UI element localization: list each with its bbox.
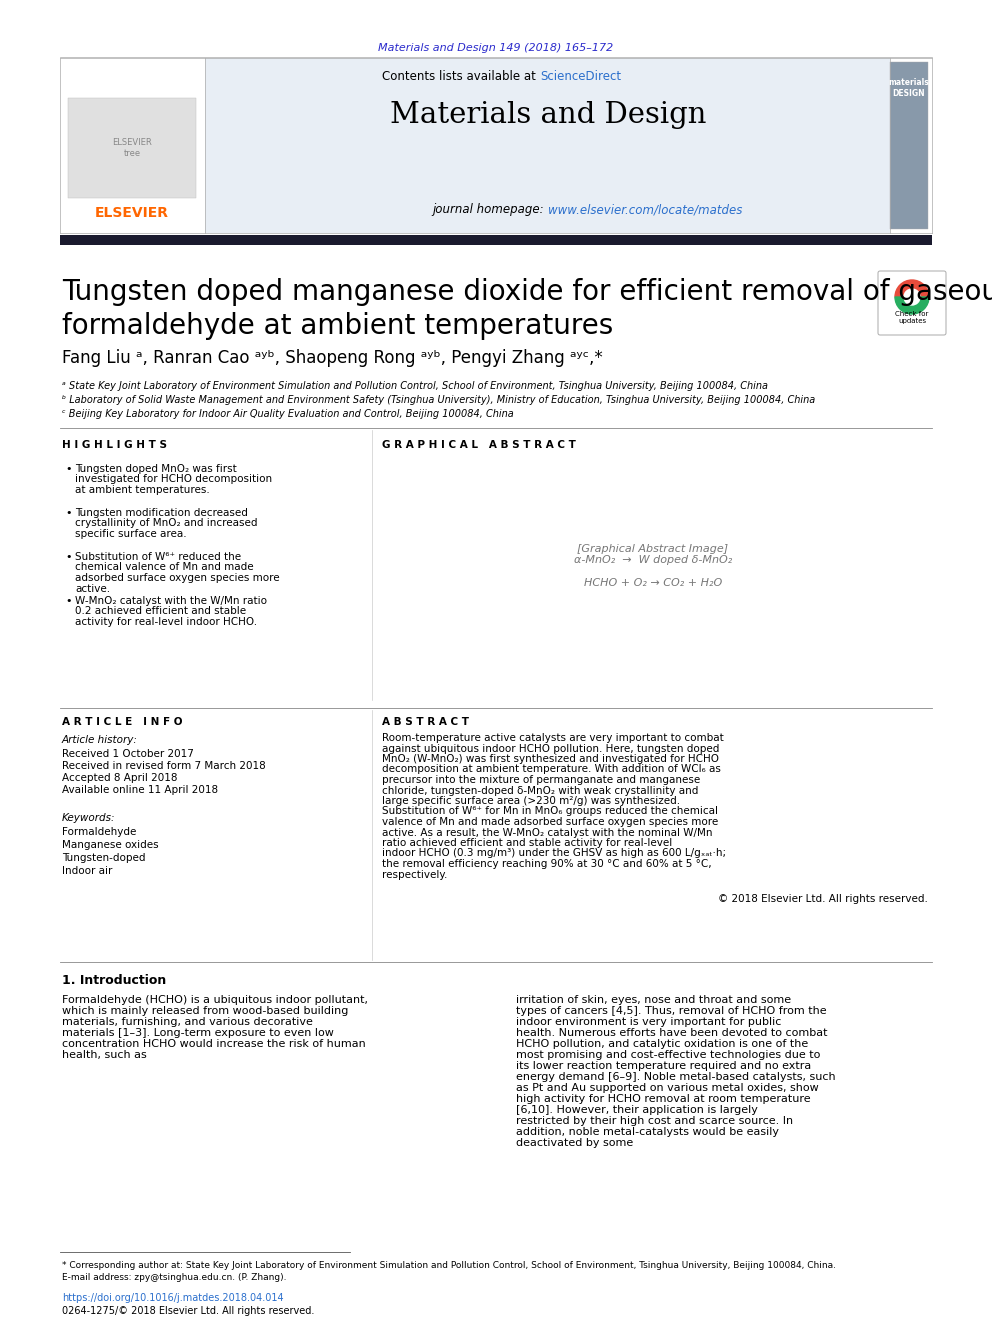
Text: indoor HCHO (0.3 mg/m³) under the GHSV as high as 600 L/gₓₐₜ·h;: indoor HCHO (0.3 mg/m³) under the GHSV a… — [382, 848, 726, 859]
Text: valence of Mn and made adsorbed surface oxygen species more: valence of Mn and made adsorbed surface … — [382, 818, 718, 827]
Text: E-mail address: zpy@tsinghua.edu.cn. (P. Zhang).: E-mail address: zpy@tsinghua.edu.cn. (P.… — [62, 1274, 287, 1282]
Text: as Pt and Au supported on various metal oxides, show: as Pt and Au supported on various metal … — [516, 1084, 818, 1093]
Text: Article history:: Article history: — [62, 736, 138, 745]
Text: Received 1 October 2017: Received 1 October 2017 — [62, 749, 193, 759]
Text: its lower reaction temperature required and no extra: its lower reaction temperature required … — [516, 1061, 811, 1072]
Text: indoor environment is very important for public: indoor environment is very important for… — [516, 1017, 782, 1027]
Text: high activity for HCHO removal at room temperature: high activity for HCHO removal at room t… — [516, 1094, 810, 1103]
Text: Manganese oxides: Manganese oxides — [62, 840, 159, 849]
Text: •: • — [65, 464, 71, 474]
Text: ScienceDirect: ScienceDirect — [540, 70, 621, 82]
Bar — [68, 98, 196, 198]
Text: Substitution of W⁶⁺ reduced the: Substitution of W⁶⁺ reduced the — [75, 552, 241, 562]
Bar — [205, 58, 890, 233]
Bar — [378, 433, 928, 700]
Text: © 2018 Elsevier Ltd. All rights reserved.: © 2018 Elsevier Ltd. All rights reserved… — [718, 894, 928, 904]
Text: Check for
updates: Check for updates — [896, 311, 929, 324]
Text: ELSEVIER
tree: ELSEVIER tree — [112, 139, 152, 157]
Text: Contents lists available at: Contents lists available at — [382, 70, 540, 82]
Text: Accepted 8 April 2018: Accepted 8 April 2018 — [62, 773, 178, 783]
Text: ELSEVIER: ELSEVIER — [95, 206, 169, 220]
Text: health. Numerous efforts have been devoted to combat: health. Numerous efforts have been devot… — [516, 1028, 827, 1039]
Text: Formaldehyde: Formaldehyde — [62, 827, 136, 837]
Text: ratio achieved efficient and stable activity for real-level: ratio achieved efficient and stable acti… — [382, 837, 673, 848]
Text: adsorbed surface oxygen species more: adsorbed surface oxygen species more — [75, 573, 280, 583]
Text: www.elsevier.com/locate/matdes: www.elsevier.com/locate/matdes — [548, 204, 742, 217]
Bar — [890, 62, 928, 229]
Text: materials
DESIGN: materials DESIGN — [889, 78, 930, 98]
Text: Materials and Design 149 (2018) 165–172: Materials and Design 149 (2018) 165–172 — [378, 44, 614, 53]
Circle shape — [904, 288, 920, 306]
Text: G R A P H I C A L   A B S T R A C T: G R A P H I C A L A B S T R A C T — [382, 441, 576, 450]
Text: decomposition at ambient temperature. With addition of WCl₆ as: decomposition at ambient temperature. Wi… — [382, 765, 721, 774]
FancyBboxPatch shape — [878, 271, 946, 335]
Text: [Graphical Abstract Image]
α-MnO₂  →  W doped δ-MnO₂

HCHO + O₂ → CO₂ + H₂O: [Graphical Abstract Image] α-MnO₂ → W do… — [574, 544, 732, 589]
Text: formaldehyde at ambient temperatures: formaldehyde at ambient temperatures — [62, 312, 613, 340]
Text: Tungsten doped MnO₂ was first: Tungsten doped MnO₂ was first — [75, 464, 237, 474]
Text: large specific surface area (>230 m²/g) was synthesized.: large specific surface area (>230 m²/g) … — [382, 796, 681, 806]
Text: Room-temperature active catalysts are very important to combat: Room-temperature active catalysts are ve… — [382, 733, 724, 744]
Text: journal homepage:: journal homepage: — [433, 204, 548, 217]
Text: types of cancers [4,5]. Thus, removal of HCHO from the: types of cancers [4,5]. Thus, removal of… — [516, 1005, 826, 1016]
Text: HCHO pollution, and catalytic oxidation is one of the: HCHO pollution, and catalytic oxidation … — [516, 1039, 808, 1049]
Text: Tungsten doped manganese dioxide for efficient removal of gaseous: Tungsten doped manganese dioxide for eff… — [62, 278, 992, 306]
Text: A B S T R A C T: A B S T R A C T — [382, 717, 469, 728]
Text: which is mainly released from wood-based building: which is mainly released from wood-based… — [62, 1005, 348, 1016]
Text: specific surface area.: specific surface area. — [75, 529, 186, 538]
Text: •: • — [65, 552, 71, 562]
Text: the removal efficiency reaching 90% at 30 °C and 60% at 5 °C,: the removal efficiency reaching 90% at 3… — [382, 859, 711, 869]
Text: irritation of skin, eyes, nose and throat and some: irritation of skin, eyes, nose and throa… — [516, 995, 792, 1005]
Text: chemical valence of Mn and made: chemical valence of Mn and made — [75, 562, 254, 573]
Text: Indoor air: Indoor air — [62, 867, 112, 876]
Text: Materials and Design: Materials and Design — [390, 101, 706, 130]
Wedge shape — [895, 280, 929, 296]
Text: ᵃ State Key Joint Laboratory of Environment Simulation and Pollution Control, Sc: ᵃ State Key Joint Laboratory of Environm… — [62, 381, 768, 392]
Text: crystallinity of MnO₂ and increased: crystallinity of MnO₂ and increased — [75, 519, 258, 528]
Text: 0.2 achieved efficient and stable: 0.2 achieved efficient and stable — [75, 606, 246, 617]
Text: Available online 11 April 2018: Available online 11 April 2018 — [62, 785, 218, 795]
Text: Tungsten-doped: Tungsten-doped — [62, 853, 146, 863]
Text: Substitution of W⁶⁺ for Mn in MnO₆ groups reduced the chemical: Substitution of W⁶⁺ for Mn in MnO₆ group… — [382, 807, 718, 816]
Text: 0264-1275/© 2018 Elsevier Ltd. All rights reserved.: 0264-1275/© 2018 Elsevier Ltd. All right… — [62, 1306, 314, 1316]
Text: ᶜ Beijing Key Laboratory for Indoor Air Quality Evaluation and Control, Beijing : ᶜ Beijing Key Laboratory for Indoor Air … — [62, 409, 514, 419]
Text: •: • — [65, 508, 71, 519]
Text: Keywords:: Keywords: — [62, 814, 115, 823]
Text: 1. Introduction: 1. Introduction — [62, 974, 167, 987]
Text: investigated for HCHO decomposition: investigated for HCHO decomposition — [75, 475, 272, 484]
Text: addition, noble metal-catalysts would be easily: addition, noble metal-catalysts would be… — [516, 1127, 779, 1136]
Text: materials, furnishing, and various decorative: materials, furnishing, and various decor… — [62, 1017, 312, 1027]
Text: materials [1–3]. Long-term exposure to even low: materials [1–3]. Long-term exposure to e… — [62, 1028, 334, 1039]
Text: energy demand [6–9]. Noble metal-based catalysts, such: energy demand [6–9]. Noble metal-based c… — [516, 1072, 835, 1082]
Text: chloride, tungsten-doped δ-MnO₂ with weak crystallinity and: chloride, tungsten-doped δ-MnO₂ with wea… — [382, 786, 698, 795]
Text: Formaldehyde (HCHO) is a ubiquitous indoor pollutant,: Formaldehyde (HCHO) is a ubiquitous indo… — [62, 995, 368, 1005]
Text: Received in revised form 7 March 2018: Received in revised form 7 March 2018 — [62, 761, 266, 771]
Text: * Corresponding author at: State Key Joint Laboratory of Environment Simulation : * Corresponding author at: State Key Joi… — [62, 1262, 836, 1270]
Text: ᵇ Laboratory of Solid Waste Management and Environment Safety (Tsinghua Universi: ᵇ Laboratory of Solid Waste Management a… — [62, 396, 815, 405]
Bar — [60, 58, 205, 233]
Text: active. As a result, the W-MnO₂ catalyst with the nominal W/Mn: active. As a result, the W-MnO₂ catalyst… — [382, 827, 712, 837]
Text: activity for real-level indoor HCHO.: activity for real-level indoor HCHO. — [75, 617, 257, 627]
Text: [6,10]. However, their application is largely: [6,10]. However, their application is la… — [516, 1105, 758, 1115]
Text: Fang Liu ᵃ, Ranran Cao ᵃʸᵇ, Shaopeng Rong ᵃʸᵇ, Pengyi Zhang ᵃʸᶜ,*: Fang Liu ᵃ, Ranran Cao ᵃʸᵇ, Shaopeng Ron… — [62, 349, 603, 366]
Text: deactivated by some: deactivated by some — [516, 1138, 633, 1148]
Text: https://doi.org/10.1016/j.matdes.2018.04.014: https://doi.org/10.1016/j.matdes.2018.04… — [62, 1293, 284, 1303]
Bar — [60, 235, 932, 245]
Text: active.: active. — [75, 583, 110, 594]
Text: MnO₂ (W-MnO₂) was first synthesized and investigated for HCHO: MnO₂ (W-MnO₂) was first synthesized and … — [382, 754, 719, 763]
Text: A R T I C L E   I N F O: A R T I C L E I N F O — [62, 717, 183, 728]
Text: against ubiquitous indoor HCHO pollution. Here, tungsten doped: against ubiquitous indoor HCHO pollution… — [382, 744, 719, 754]
Wedge shape — [895, 296, 929, 314]
Text: most promising and cost-effective technologies due to: most promising and cost-effective techno… — [516, 1050, 820, 1060]
Text: precursor into the mixture of permanganate and manganese: precursor into the mixture of permangana… — [382, 775, 700, 785]
Text: respectively.: respectively. — [382, 869, 447, 880]
Text: restricted by their high cost and scarce source. In: restricted by their high cost and scarce… — [516, 1117, 794, 1126]
Text: health, such as: health, such as — [62, 1050, 147, 1060]
Text: H I G H L I G H T S: H I G H L I G H T S — [62, 441, 167, 450]
Text: •: • — [65, 595, 71, 606]
Text: W-MnO₂ catalyst with the W/Mn ratio: W-MnO₂ catalyst with the W/Mn ratio — [75, 595, 267, 606]
Text: concentration HCHO would increase the risk of human: concentration HCHO would increase the ri… — [62, 1039, 366, 1049]
Text: at ambient temperatures.: at ambient temperatures. — [75, 486, 209, 495]
Text: Tungsten modification decreased: Tungsten modification decreased — [75, 508, 248, 519]
